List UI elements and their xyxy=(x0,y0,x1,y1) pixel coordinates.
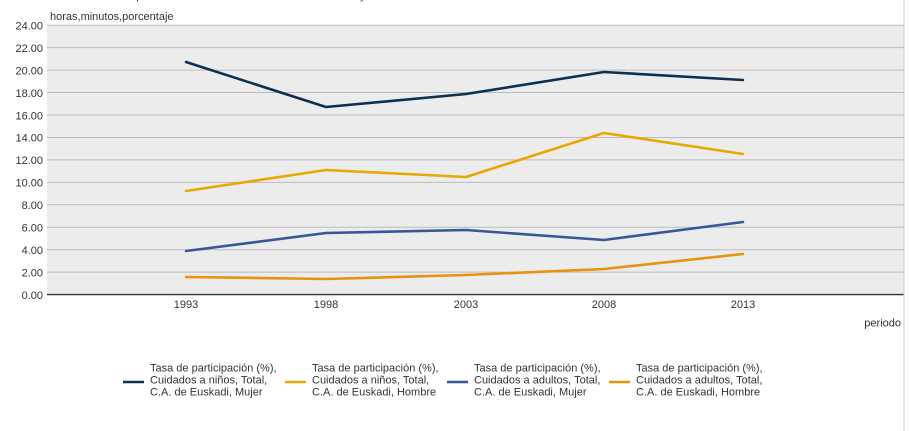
svg-text:Cuidados a niños, Total,: Cuidados a niños, Total, xyxy=(150,375,267,387)
svg-text:1998: 1998 xyxy=(314,299,338,311)
svg-text:C.A. de Euskadi, Mujer: C.A. de Euskadi, Mujer xyxy=(474,387,587,399)
svg-text:8.00: 8.00 xyxy=(22,200,43,212)
svg-text:C.A. de Euskadi, Hombre: C.A. de Euskadi, Hombre xyxy=(312,387,436,399)
svg-text:2008: 2008 xyxy=(592,299,616,311)
svg-text:4.00: 4.00 xyxy=(22,245,43,257)
svg-text:Cuidados a adultos, Total,: Cuidados a adultos, Total, xyxy=(636,375,762,387)
svg-text:12.00: 12.00 xyxy=(15,155,43,167)
svg-text:6.00: 6.00 xyxy=(22,223,43,235)
svg-text:18.00: 18.00 xyxy=(15,88,43,100)
svg-text:Tasa de participación (%),: Tasa de participación (%), xyxy=(150,363,277,375)
svg-text:14.00: 14.00 xyxy=(15,133,43,145)
svg-text:Cuidados a niños, Total,: Cuidados a niños, Total, xyxy=(312,375,429,387)
svg-text:24.00: 24.00 xyxy=(15,21,43,33)
svg-text:2013: 2013 xyxy=(731,299,755,311)
svg-text:Tasa de participación (%),: Tasa de participación (%), xyxy=(474,363,601,375)
svg-text:1993: 1993 xyxy=(174,299,198,311)
svg-text:10.00: 10.00 xyxy=(15,178,43,190)
svg-text:C.A. de Euskadi, Hombre: C.A. de Euskadi, Hombre xyxy=(636,387,760,399)
svg-text:Evolución del tiempo medio dia: Evolución del tiempo medio diario dedica… xyxy=(47,0,405,2)
svg-text:C.A. de Euskadi, Mujer: C.A. de Euskadi, Mujer xyxy=(150,387,263,399)
svg-text:horas,minutos,porcentaje: horas,minutos,porcentaje xyxy=(50,11,174,23)
svg-text:20.00: 20.00 xyxy=(15,65,43,77)
svg-text:periodo: periodo xyxy=(864,318,901,330)
svg-text:2.00: 2.00 xyxy=(22,267,43,279)
svg-text:0.00: 0.00 xyxy=(22,290,43,302)
svg-text:Cuidados a adultos, Total,: Cuidados a adultos, Total, xyxy=(474,375,600,387)
svg-text:22.00: 22.00 xyxy=(15,43,43,55)
svg-text:Tasa de participación (%),: Tasa de participación (%), xyxy=(636,363,763,375)
svg-text:16.00: 16.00 xyxy=(15,110,43,122)
svg-text:2003: 2003 xyxy=(454,299,478,311)
svg-text:Tasa de participación (%),: Tasa de participación (%), xyxy=(312,363,439,375)
